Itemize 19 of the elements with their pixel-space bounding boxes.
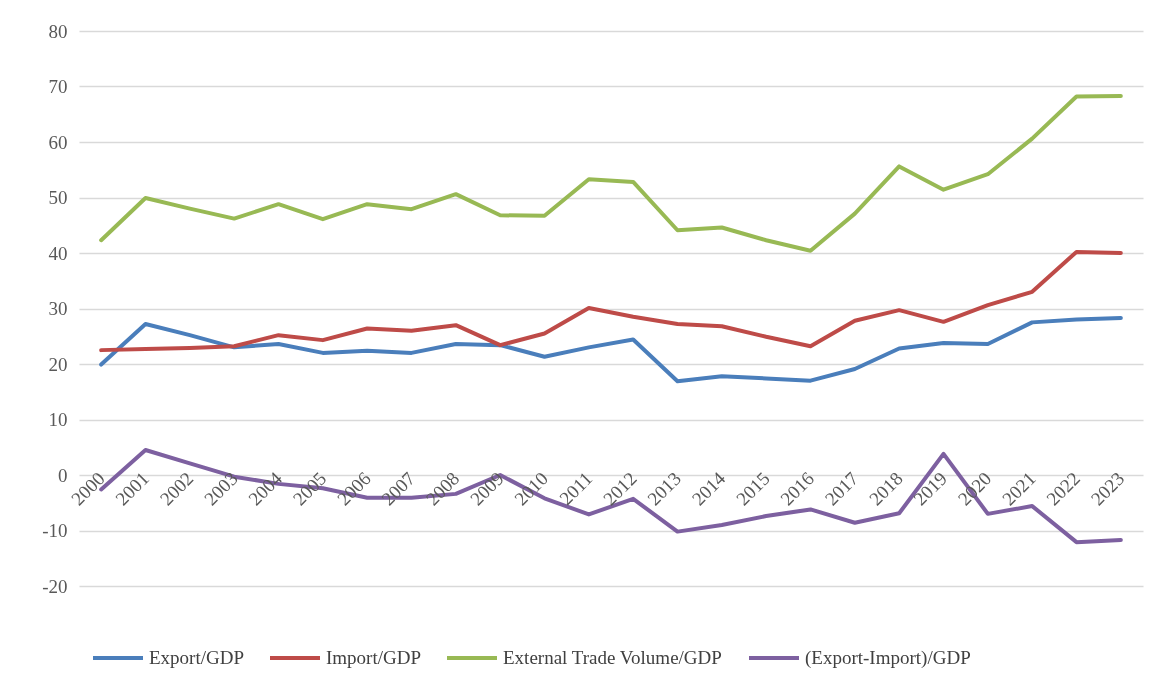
y-tick-label: 20 (48, 353, 68, 375)
y-tick-label: 50 (48, 187, 68, 208)
y-tick-label: -10 (42, 520, 68, 541)
line-series (99, 315, 1123, 384)
y-tick-label: 0 (58, 464, 68, 486)
legend-label: External Trade Volume/GDP (503, 647, 722, 668)
y-tick-label: 10 (48, 409, 68, 430)
y-tick-label: -20 (42, 575, 68, 597)
y-tick-label: 30 (48, 298, 68, 319)
x-tick-label: 2011 (555, 467, 597, 509)
y-tick-label: 70 (48, 76, 68, 97)
y-tick-label: 80 (48, 20, 68, 42)
line-series (99, 249, 1123, 353)
y-tick-label: 40 (48, 242, 68, 264)
line-series (99, 93, 1123, 253)
legend-label: Import/GDP (326, 647, 421, 668)
y-tick-label: 60 (48, 131, 68, 153)
legend-label: (Export-Import)/GDP (805, 647, 971, 669)
legend-label: Export/GDP (149, 647, 244, 668)
